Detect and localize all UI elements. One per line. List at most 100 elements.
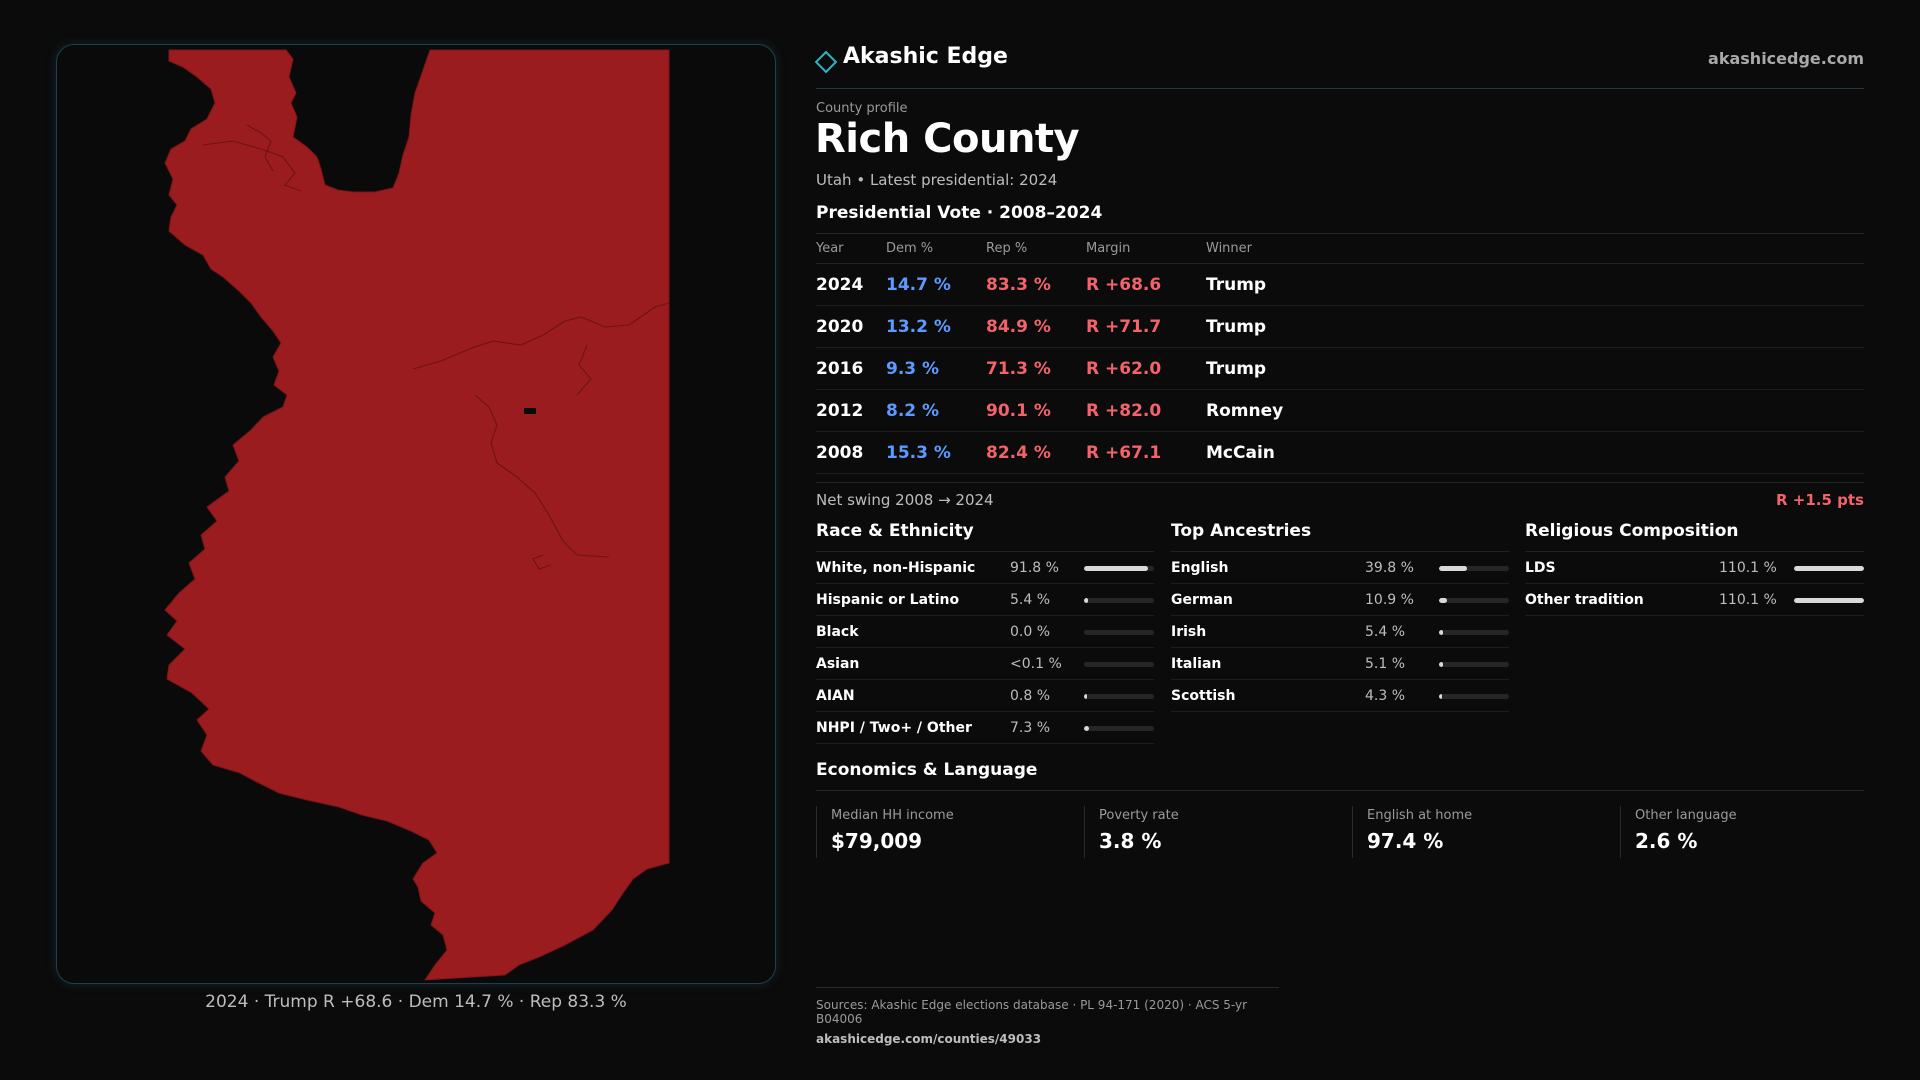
level-fill [1084, 566, 1149, 571]
rep-cell: 84.9 % [986, 305, 1086, 348]
level-fill [1084, 598, 1088, 603]
col-year: Year [816, 233, 886, 264]
vote-heading: Presidential Vote · 2008–2024 [816, 203, 1103, 223]
profile-subtitle: Utah • Latest presidential: 2024 [816, 171, 1058, 189]
race-heading: Race & Ethnicity [816, 521, 1154, 552]
margin-cell: R +82.0 [1086, 389, 1206, 432]
item-label: English [1171, 560, 1229, 576]
col-margin: Margin [1086, 233, 1206, 264]
sources-text: Sources: Akashic Edge elections database… [816, 998, 1248, 1026]
item-value: 7.3 % [1010, 720, 1051, 736]
level-bar [1439, 566, 1509, 571]
item-label: Asian [816, 656, 860, 672]
list-item[interactable]: English 39.8 % [1171, 552, 1509, 584]
level-bar [1084, 662, 1154, 667]
year-cell: 2012 [816, 389, 886, 432]
winner-cell: McCain [1206, 431, 1864, 474]
margin-cell: R +62.0 [1086, 347, 1206, 390]
rep-cell: 90.1 % [986, 389, 1086, 432]
stat-median-income: Median HH income $79,009 [816, 806, 1069, 858]
profile-eyebrow: County profile [816, 101, 908, 116]
list-item[interactable]: NHPI / Two+ / Other 7.3 % [816, 712, 1154, 744]
ancestry-section: Top Ancestries English 39.8 % German 10.9 … [1171, 521, 1509, 712]
level-bar [1084, 598, 1154, 603]
brand-name[interactable]: Akashic Edge [843, 44, 1008, 69]
item-label: Black [816, 624, 859, 640]
net-swing-value: R +1.5 pts [1776, 491, 1864, 509]
item-value: 110.1 % [1719, 592, 1777, 608]
list-item[interactable]: Asian <0.1 % [816, 648, 1154, 680]
stat-value: 97.4 % [1367, 829, 1444, 853]
level-bar [1794, 598, 1864, 603]
stat-poverty-rate: Poverty rate 3.8 % [1084, 806, 1337, 858]
item-label: Irish [1171, 624, 1207, 640]
county-shape[interactable] [164, 49, 670, 981]
winner-cell: Trump [1206, 305, 1864, 348]
county-map[interactable] [57, 45, 775, 983]
level-fill [1439, 598, 1447, 603]
stat-value: 3.8 % [1099, 829, 1162, 853]
list-item[interactable]: White, non-Hispanic 91.8 % [816, 552, 1154, 584]
stat-value: $79,009 [831, 829, 923, 853]
race-section: Race & Ethnicity White, non-Hispanic 91.8… [816, 521, 1154, 744]
table-row[interactable]: 2020 13.2 % 84.9 % R +71.7 Trump [816, 305, 1864, 348]
item-value: 5.4 % [1365, 624, 1406, 640]
stat-english-at-home: English at home 97.4 % [1352, 806, 1605, 858]
level-bar [1439, 630, 1509, 635]
brand-header: Akashic Edge akashicedge.com [814, 42, 1864, 89]
table-row[interactable]: 2024 14.7 % 83.3 % R +68.6 Trump [816, 263, 1864, 306]
level-fill [1439, 566, 1467, 571]
net-swing-row: Net swing 2008 → 2024 R +1.5 pts [816, 482, 1864, 515]
list-item[interactable]: Other tradition 110.1 % [1525, 584, 1864, 616]
dem-cell: 14.7 % [886, 263, 986, 306]
margin-cell: R +68.6 [1086, 263, 1206, 306]
table-row[interactable]: 2016 9.3 % 71.3 % R +62.0 Trump [816, 347, 1864, 390]
list-item[interactable]: Irish 5.4 % [1171, 616, 1509, 648]
sources-footer: Sources: Akashic Edge elections database… [816, 987, 1279, 1046]
internal-boundaries [202, 124, 670, 570]
list-item[interactable]: Scottish 4.3 % [1171, 680, 1509, 712]
table-row[interactable]: 2012 8.2 % 90.1 % R +82.0 Romney [816, 389, 1864, 432]
item-value: 91.8 % [1010, 560, 1059, 576]
stat-value: 2.6 % [1635, 829, 1698, 853]
dem-cell: 15.3 % [886, 431, 986, 474]
level-bar [1084, 726, 1154, 731]
table-row[interactable]: 2008 15.3 % 82.4 % R +67.1 McCain [816, 431, 1864, 474]
item-label: German [1171, 592, 1233, 608]
brand-url-link[interactable]: akashicedge.com [1708, 49, 1864, 68]
col-winner: Winner [1206, 233, 1864, 264]
stat-label: Median HH income [831, 808, 954, 823]
year-cell: 2024 [816, 263, 886, 306]
stat-label: Poverty rate [1099, 808, 1179, 823]
list-item[interactable]: German 10.9 % [1171, 584, 1509, 616]
item-label: Scottish [1171, 688, 1236, 704]
dem-cell: 13.2 % [886, 305, 986, 348]
rep-cell: 71.3 % [986, 347, 1086, 390]
list-item[interactable]: Hispanic or Latino 5.4 % [816, 584, 1154, 616]
level-bar [1084, 630, 1154, 635]
winner-cell: Trump [1206, 263, 1864, 306]
list-item[interactable]: Italian 5.1 % [1171, 648, 1509, 680]
map-marker [524, 408, 536, 414]
dem-cell: 8.2 % [886, 389, 986, 432]
sources-url-link[interactable]: akashicedge.com/counties/49033 [816, 1032, 1042, 1046]
margin-cell: R +67.1 [1086, 431, 1206, 474]
col-dem: Dem % [886, 233, 986, 264]
item-label: White, non-Hispanic [816, 560, 976, 576]
year-cell: 2016 [816, 347, 886, 390]
item-value: 0.0 % [1010, 624, 1051, 640]
rep-cell: 83.3 % [986, 263, 1086, 306]
year-cell: 2020 [816, 305, 886, 348]
diamond-outline-icon [814, 50, 838, 74]
item-value: 39.8 % [1365, 560, 1414, 576]
winner-cell: Trump [1206, 347, 1864, 390]
list-item[interactable]: LDS 110.1 % [1525, 552, 1864, 584]
list-item[interactable]: Black 0.0 % [816, 616, 1154, 648]
year-cell: 2008 [816, 431, 886, 474]
county-map-panel[interactable] [56, 44, 776, 984]
religion-section: Religious Composition LDS 110.1 % Other t… [1525, 521, 1864, 616]
dem-cell: 9.3 % [886, 347, 986, 390]
list-item[interactable]: AIAN 0.8 % [816, 680, 1154, 712]
stat-label: English at home [1367, 808, 1473, 823]
item-value: 4.3 % [1365, 688, 1406, 704]
